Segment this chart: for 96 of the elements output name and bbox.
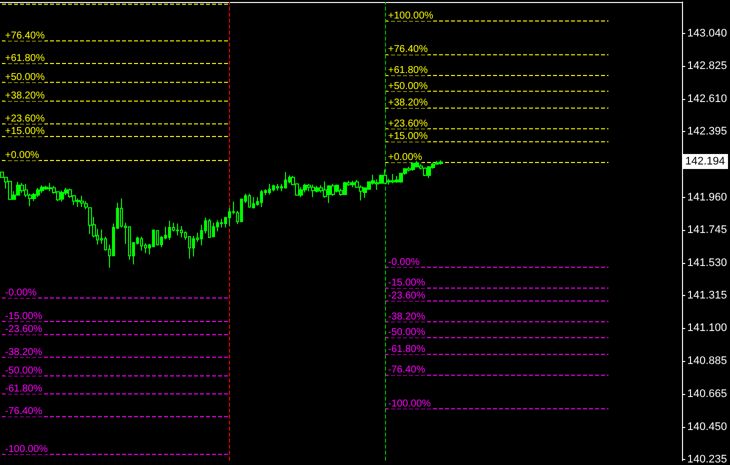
candlestick <box>248 193 251 208</box>
y-tick-label: 140.235 <box>687 454 728 465</box>
candlestick <box>272 184 275 192</box>
series-label: -61.80% <box>388 344 426 355</box>
y-tick-label: 141.745 <box>687 224 728 236</box>
series-label: +23.60% <box>388 118 428 130</box>
candlestick <box>423 167 427 177</box>
y-tick-label: 142.825 <box>687 60 728 72</box>
candlestick <box>60 190 64 202</box>
candlestick <box>140 236 143 252</box>
candlestick <box>176 223 179 236</box>
candlestick <box>44 185 48 190</box>
series-label: -50.00% <box>4 365 42 376</box>
candlestick <box>303 183 307 194</box>
series-label: -0.00% <box>4 287 37 298</box>
candlestick <box>395 176 399 184</box>
candlestick <box>192 235 195 257</box>
series-label: +100.00% <box>388 10 434 22</box>
candlestick <box>40 184 44 194</box>
candlestick <box>240 198 243 222</box>
series-label: +76.40% <box>388 44 428 56</box>
candlestick <box>180 226 183 238</box>
y-tick-label: 141.100 <box>687 322 728 334</box>
series-label: +61.80% <box>4 52 45 64</box>
series-label: +50.00% <box>4 72 45 83</box>
candlestick <box>260 189 263 208</box>
y-tick-label: 141.530 <box>687 256 728 269</box>
candlestick <box>439 160 443 166</box>
series-label: -0.00% <box>388 256 420 268</box>
candlestick <box>76 198 80 208</box>
series-label: +61.80% <box>388 64 428 76</box>
candlestick <box>375 178 379 190</box>
series-label: -100.00% <box>4 444 48 455</box>
series-label: -38.20% <box>4 346 42 358</box>
candlestick <box>407 166 411 172</box>
series-label: -76.40% <box>388 364 426 376</box>
candlestick <box>48 182 52 192</box>
candlestick <box>335 184 339 194</box>
y-tick-label: 140.665 <box>687 388 728 400</box>
series-label: -15.00% <box>4 310 42 322</box>
series-label: -38.20% <box>388 311 426 322</box>
y-tick-label: 141.315 <box>687 290 728 302</box>
candlestick <box>276 183 279 192</box>
y-tick-label: 143.040 <box>687 28 728 40</box>
series-label: +15.00% <box>4 126 45 138</box>
series-label: +23.60% <box>4 113 45 124</box>
candlestick <box>435 160 439 166</box>
candlestick <box>16 181 20 196</box>
candlestick <box>268 183 271 196</box>
candlestick <box>327 184 331 204</box>
series-label: +38.20% <box>388 98 428 109</box>
series-label: +0.00% <box>4 150 40 162</box>
text: 142.194 <box>685 156 726 168</box>
series-label: +50.00% <box>388 80 428 92</box>
candlestick <box>8 180 12 200</box>
series-label: -23.60% <box>4 324 42 336</box>
candlestick <box>220 218 223 228</box>
candlestick <box>20 182 24 194</box>
candlestick <box>252 196 255 209</box>
candlestick <box>32 192 36 202</box>
series-label: +76.40% <box>4 30 45 42</box>
candlestick <box>343 181 347 196</box>
candlestick <box>284 172 287 190</box>
candlestick <box>299 186 303 198</box>
candlestick <box>383 168 387 184</box>
y-tick-label: 140.450 <box>687 420 728 433</box>
candlestick <box>36 187 40 198</box>
series-label: -15.00% <box>388 278 426 289</box>
series-label: -23.60% <box>388 290 426 302</box>
candlestick <box>212 222 215 238</box>
candlestick <box>156 230 159 246</box>
y-tick-label: 141.960 <box>687 192 728 204</box>
candlestick <box>319 184 323 194</box>
candlestick <box>311 184 315 198</box>
y-tick-label: 140.885 <box>687 354 728 367</box>
candlestick <box>315 185 319 194</box>
y-tick-label: 142.610 <box>687 92 728 105</box>
candlestick <box>208 218 211 238</box>
series-label: -100.00% <box>388 398 431 410</box>
series-label: +15.00% <box>388 131 428 142</box>
series-label: -61.80% <box>4 383 42 394</box>
candlestick <box>80 195 84 208</box>
series-label: +0.00% <box>388 152 422 163</box>
candlestick <box>399 172 403 184</box>
series-label: +38.20% <box>4 90 45 102</box>
candlestick <box>351 180 355 188</box>
candlestick <box>415 160 419 168</box>
candlestick <box>128 226 131 260</box>
y-tick-label: 142.395 <box>687 126 728 138</box>
candlestick <box>168 220 171 240</box>
candlestick <box>391 174 395 184</box>
candlestick <box>411 162 415 172</box>
series-label: -50.00% <box>388 327 426 338</box>
series-label: -76.40% <box>4 406 42 418</box>
candlestick <box>188 235 191 260</box>
candlestick <box>427 166 431 178</box>
